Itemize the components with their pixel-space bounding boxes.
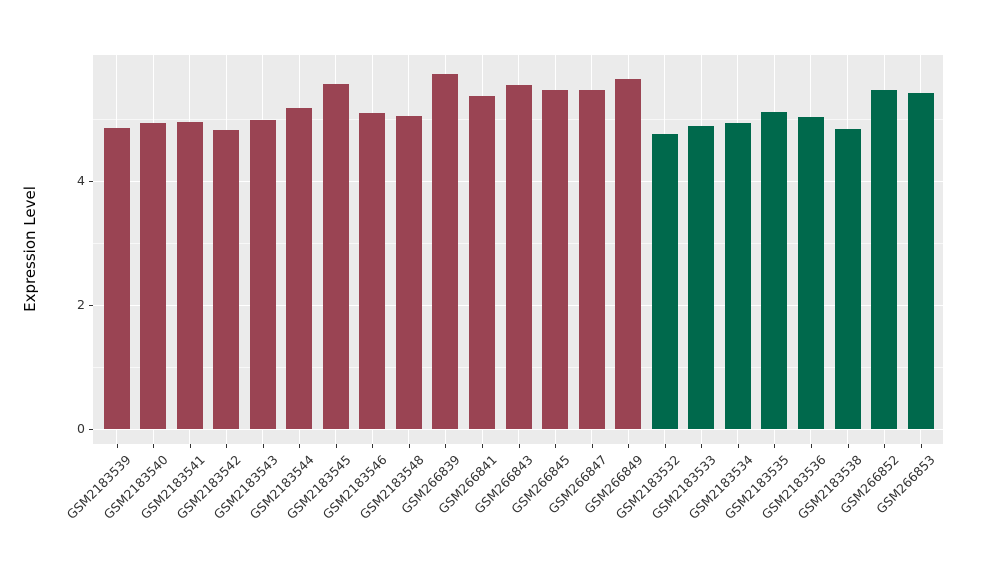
y-tick-mark — [89, 305, 93, 306]
x-tick-mark — [628, 444, 630, 448]
bar — [797, 116, 824, 429]
y-tick-label: 2 — [77, 297, 85, 312]
x-tick-mark — [847, 444, 849, 448]
bar — [359, 112, 386, 429]
x-tick-mark — [920, 444, 922, 448]
x-tick-mark — [591, 444, 593, 448]
x-tick-mark — [810, 444, 812, 448]
bar — [907, 92, 934, 429]
y-gridline-major — [93, 429, 943, 430]
bar — [834, 128, 861, 429]
bar — [505, 84, 532, 429]
bar — [322, 84, 349, 429]
plot-panel — [93, 55, 943, 444]
bar — [761, 112, 788, 429]
y-axis-title: Expression Level — [21, 186, 39, 312]
bar — [395, 115, 422, 429]
x-tick-mark — [518, 444, 520, 448]
y-tick-mark — [89, 429, 93, 430]
bar — [249, 119, 276, 429]
bar — [871, 89, 898, 429]
x-tick-mark — [116, 444, 118, 448]
bar — [103, 127, 130, 429]
bar — [724, 122, 751, 429]
bar — [213, 130, 240, 429]
bar — [688, 125, 715, 429]
bar — [176, 122, 203, 429]
bar — [578, 90, 605, 429]
x-tick-mark — [737, 444, 739, 448]
x-tick-mark — [884, 444, 886, 448]
x-tick-mark — [774, 444, 776, 448]
x-tick-mark — [701, 444, 703, 448]
x-tick-mark — [226, 444, 228, 448]
bar — [615, 79, 642, 429]
x-tick-mark — [372, 444, 374, 448]
bar — [542, 89, 569, 429]
bar — [432, 73, 459, 429]
bar — [469, 96, 495, 429]
x-tick-mark — [262, 444, 264, 448]
y-tick-label: 4 — [77, 173, 85, 188]
bar — [140, 122, 167, 429]
x-tick-mark — [555, 444, 557, 448]
x-tick-mark — [153, 444, 155, 448]
y-tick-label: 0 — [77, 421, 85, 436]
y-tick-mark — [89, 181, 93, 182]
x-tick-mark — [408, 444, 410, 448]
x-tick-mark — [664, 444, 666, 448]
x-tick-mark — [482, 444, 483, 448]
x-tick-mark — [335, 444, 337, 448]
bar — [651, 133, 678, 429]
x-tick-mark — [189, 444, 191, 448]
bar — [286, 108, 313, 429]
x-tick-mark — [445, 444, 447, 448]
x-tick-mark — [299, 444, 301, 448]
